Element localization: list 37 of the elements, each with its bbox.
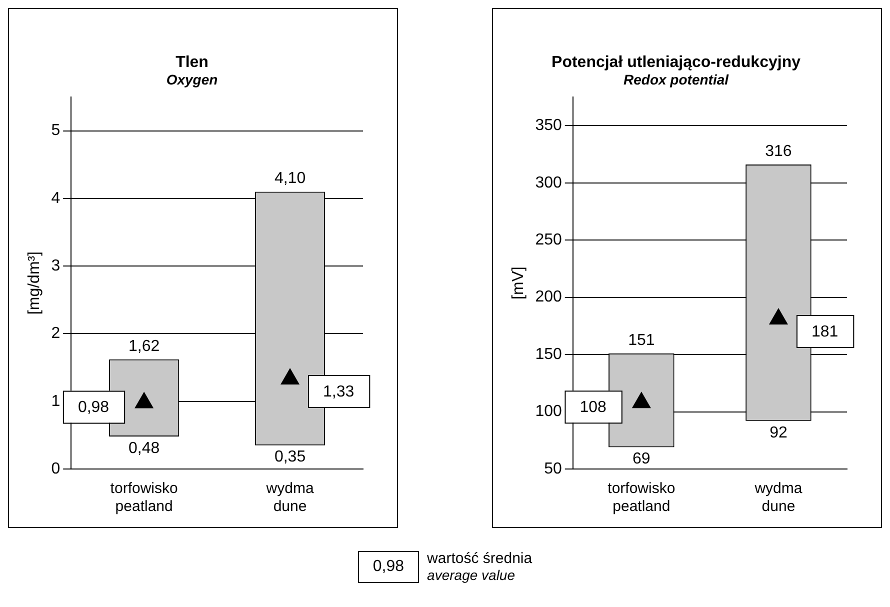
- y-tick-label: 300: [535, 174, 562, 192]
- x-tick-label: wydma dune: [265, 480, 314, 516]
- data-label: 181: [811, 323, 838, 340]
- chart-subtitle: Oxygen: [166, 71, 218, 88]
- data-label: 108: [580, 399, 607, 416]
- annotation: 69: [632, 450, 650, 468]
- y-tick-label: 200: [535, 288, 562, 306]
- x-tick-label: wydma dune: [754, 480, 803, 516]
- y-tick-label: 4: [51, 190, 60, 207]
- annotation: 92: [770, 424, 788, 442]
- y-tick-label: 3: [51, 257, 60, 274]
- annotation: 0,48: [128, 440, 160, 457]
- x-tick-label: torfowisko peatland: [110, 480, 178, 516]
- chart-title: Potencjał utleniająco-redukcyjny: [552, 54, 801, 72]
- annotation: 316: [765, 142, 792, 160]
- y-tick-label: 50: [544, 460, 562, 478]
- data-label: 1,33: [323, 383, 354, 400]
- y-tick-label: 2: [51, 325, 60, 342]
- legend-label: wartość średnia average value: [427, 550, 532, 584]
- y-tick-label: 350: [535, 117, 562, 134]
- annotation: 4,10: [274, 170, 306, 188]
- annotation: 151: [628, 332, 655, 349]
- y-tick-label: 1: [51, 392, 60, 410]
- text: 0,98: [372, 558, 404, 575]
- chart-subtitle: Redox potential: [623, 71, 730, 88]
- chart-title: Tlen: [176, 54, 208, 72]
- y-tick-label: 5: [51, 122, 60, 140]
- y-tick-label: 150: [535, 346, 562, 363]
- data-label: 0,98: [78, 399, 110, 416]
- y-axis-title: [mV]: [510, 266, 528, 300]
- x-tick-label: torfowisko peatland: [608, 480, 676, 516]
- y-axis-title: [mg/dm³]: [26, 251, 44, 315]
- annotation: 1,62: [128, 338, 160, 355]
- y-tick-label: 250: [535, 231, 562, 248]
- y-tick-label: 100: [535, 403, 562, 420]
- annotation: 0,35: [274, 448, 306, 466]
- y-tick-label: 0: [51, 460, 60, 478]
